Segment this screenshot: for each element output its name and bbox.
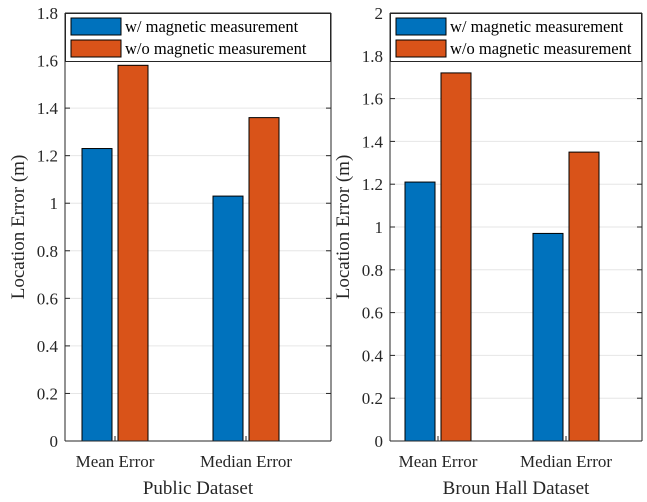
bar-without-magnetic-1	[117, 64, 149, 442]
y-tick-label: 0.4	[37, 337, 59, 356]
legend-swatch-without-magnetic	[395, 39, 447, 58]
y-tick-label: 1.8	[362, 47, 383, 66]
bar-without-magnetic-1	[440, 72, 472, 442]
bar-with-magnetic-2	[212, 195, 244, 442]
bar-with-magnetic-2	[532, 232, 564, 442]
y-tick-label: 0	[375, 432, 384, 451]
y-axis-label: Location Error (m)	[333, 155, 354, 300]
y-tick-label: 0.2	[37, 384, 58, 403]
y-tick-label: 1.2	[362, 175, 383, 194]
x-axis-label: Public Dataset	[143, 478, 254, 499]
legend: w/ magnetic measurement w/o magnetic meas…	[390, 13, 642, 62]
y-tick-label: 0.6	[362, 304, 383, 323]
legend-label: w/ magnetic measurement	[450, 17, 624, 36]
bar-with-magnetic-1	[404, 181, 436, 442]
bar-with-magnetic-1	[81, 148, 113, 442]
legend-swatch-without-magnetic	[70, 39, 122, 58]
legend-label: w/o magnetic measurement	[125, 39, 307, 58]
y-tick-label: 1.4	[362, 132, 384, 151]
bar-without-magnetic-2	[568, 151, 600, 442]
y-tick-label: 1.6	[37, 52, 58, 71]
y-tick-label: 1.8	[37, 4, 58, 23]
y-tick-label: 0.2	[362, 389, 383, 408]
y-tick-label: 0	[50, 432, 59, 451]
legend-label: w/ magnetic measurement	[125, 17, 299, 36]
legend-swatch-with-magnetic	[395, 17, 447, 36]
y-tick-label: 1.6	[362, 90, 383, 109]
x-tick-label: Median Error	[520, 452, 612, 471]
y-tick-label: 2	[375, 4, 384, 23]
x-tick-label: Median Error	[200, 452, 292, 471]
y-tick-label: 1.4	[37, 99, 59, 118]
y-tick-label: 1.2	[37, 147, 58, 166]
legend-swatch-with-magnetic	[70, 17, 122, 36]
bar-without-magnetic-2	[248, 117, 280, 442]
legend-label: w/o magnetic measurement	[450, 39, 632, 58]
y-axis-label: Location Error (m)	[8, 155, 29, 300]
x-tick-label: Mean Error	[76, 452, 155, 471]
y-tick-label: 0.4	[362, 346, 384, 365]
x-axis-label: Broun Hall Dataset	[443, 478, 590, 499]
x-tick-label: Mean Error	[399, 452, 478, 471]
y-tick-label: 0.8	[37, 242, 58, 261]
chart-panel-1: 0 0.2 0.4 0.6 0.8 1 1.2 1.4 1.6 1.8 Mean Error Medi…	[8, 4, 332, 499]
y-tick-label: 1	[50, 194, 59, 213]
y-tick-label: 1	[375, 218, 384, 237]
legend: w/ magnetic measurement w/o magnetic meas…	[65, 13, 331, 62]
y-tick-label: 0.8	[362, 261, 383, 280]
chart-panel-2: 0 0.2 0.4 0.6 0.8 1 1.2 1.4 1.6 1.8 2 Mean Error Med…	[333, 4, 643, 499]
y-tick-label: 0.6	[37, 289, 58, 308]
